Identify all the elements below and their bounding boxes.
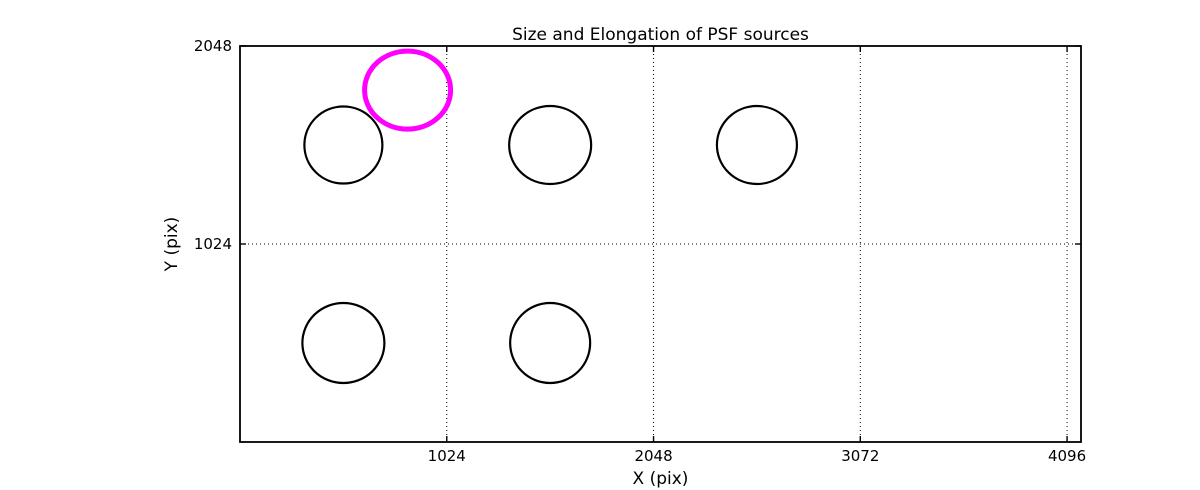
x-tick-label: 1024 — [427, 447, 466, 465]
plot-title: Size and Elongation of PSF sources — [512, 25, 809, 45]
psf-source-ellipse — [303, 105, 384, 185]
y-tick-label: 1024 — [193, 235, 232, 253]
psf-source-ellipse — [715, 104, 799, 186]
psf-source-ellipse — [509, 301, 592, 385]
y-tick-label: 2048 — [193, 37, 232, 55]
x-tick-label: 4096 — [1047, 447, 1087, 465]
psf-source-ellipse — [301, 301, 386, 385]
x-axis-label: X (pix) — [632, 469, 689, 489]
psf-source-ellipse — [508, 104, 593, 186]
x-tick-label: 2048 — [634, 447, 673, 465]
x-tick-label: 3072 — [841, 447, 880, 465]
flagged-elongated-source-ellipse — [362, 48, 454, 132]
